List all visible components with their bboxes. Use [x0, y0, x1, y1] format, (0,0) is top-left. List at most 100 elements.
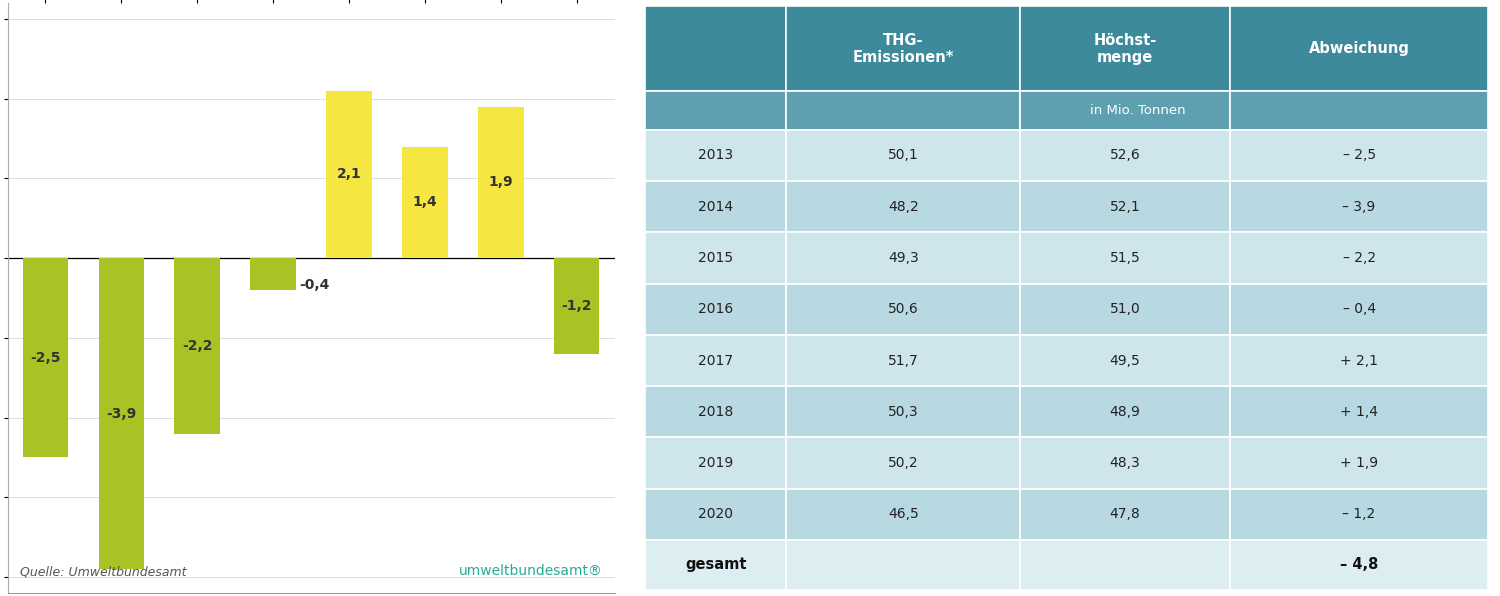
- Bar: [1020, 437, 1230, 489]
- Bar: [1230, 386, 1488, 437]
- Bar: [1020, 284, 1230, 335]
- Bar: [402, 147, 447, 258]
- Bar: [645, 181, 786, 232]
- Text: + 2,1: + 2,1: [1340, 353, 1378, 368]
- Bar: [1230, 181, 1488, 232]
- Bar: [786, 92, 1020, 130]
- Text: Abweichung: Abweichung: [1308, 41, 1410, 56]
- Bar: [1230, 437, 1488, 489]
- Text: Quelle: Umweltbundesamt: Quelle: Umweltbundesamt: [20, 565, 186, 578]
- Bar: [1230, 6, 1488, 92]
- Bar: [1020, 181, 1230, 232]
- Bar: [327, 91, 372, 258]
- Bar: [645, 232, 786, 284]
- Text: gesamt: gesamt: [686, 557, 747, 573]
- Text: 2016: 2016: [698, 302, 734, 316]
- Text: 51,5: 51,5: [1110, 251, 1140, 265]
- Bar: [1020, 130, 1230, 181]
- Text: – 2,2: – 2,2: [1342, 251, 1376, 265]
- Text: 2020: 2020: [699, 507, 734, 522]
- Bar: [1230, 489, 1488, 540]
- Bar: [786, 437, 1020, 489]
- Bar: [786, 335, 1020, 386]
- Bar: [1020, 335, 1230, 386]
- Text: -1,2: -1,2: [561, 299, 592, 313]
- Bar: [1230, 540, 1488, 590]
- Text: + 1,4: + 1,4: [1340, 405, 1378, 419]
- Bar: [1230, 232, 1488, 284]
- Bar: [1020, 92, 1230, 130]
- Text: in Mio. Tonnen: in Mio. Tonnen: [1089, 104, 1185, 117]
- Bar: [1230, 284, 1488, 335]
- Bar: [645, 92, 786, 130]
- Bar: [554, 258, 600, 354]
- Bar: [786, 284, 1020, 335]
- Text: – 0,4: – 0,4: [1342, 302, 1376, 316]
- Bar: [478, 107, 524, 258]
- Text: -2,2: -2,2: [182, 339, 213, 353]
- Text: 47,8: 47,8: [1110, 507, 1140, 522]
- Bar: [786, 232, 1020, 284]
- Bar: [786, 130, 1020, 181]
- Text: – 3,9: – 3,9: [1342, 200, 1376, 214]
- Bar: [645, 335, 786, 386]
- Text: 50,1: 50,1: [888, 148, 920, 163]
- Bar: [99, 258, 144, 569]
- Text: -3,9: -3,9: [106, 406, 136, 421]
- Text: – 2,5: – 2,5: [1342, 148, 1376, 163]
- Text: 2014: 2014: [699, 200, 734, 214]
- Text: 2019: 2019: [698, 456, 734, 470]
- Bar: [786, 489, 1020, 540]
- Bar: [1230, 92, 1488, 130]
- Bar: [1230, 130, 1488, 181]
- Text: 52,6: 52,6: [1110, 148, 1140, 163]
- Text: 1,4: 1,4: [413, 195, 438, 209]
- Bar: [645, 284, 786, 335]
- Text: 2017: 2017: [699, 353, 734, 368]
- Bar: [645, 540, 786, 590]
- Text: 2013: 2013: [699, 148, 734, 163]
- Text: 50,3: 50,3: [888, 405, 920, 419]
- Text: 49,3: 49,3: [888, 251, 920, 265]
- Bar: [645, 489, 786, 540]
- Text: 51,0: 51,0: [1110, 302, 1140, 316]
- Text: 48,3: 48,3: [1110, 456, 1140, 470]
- Text: 51,7: 51,7: [888, 353, 920, 368]
- Text: 1,9: 1,9: [489, 175, 513, 190]
- Text: 52,1: 52,1: [1110, 200, 1140, 214]
- Text: + 1,9: + 1,9: [1340, 456, 1378, 470]
- Bar: [1020, 386, 1230, 437]
- Text: – 4,8: – 4,8: [1340, 557, 1378, 573]
- Text: umweltbundesamt®: umweltbundesamt®: [459, 564, 603, 578]
- Bar: [1020, 6, 1230, 92]
- Text: 48,2: 48,2: [888, 200, 920, 214]
- Text: – 1,2: – 1,2: [1342, 507, 1376, 522]
- Bar: [786, 181, 1020, 232]
- Bar: [22, 258, 68, 458]
- Bar: [786, 6, 1020, 92]
- Bar: [645, 437, 786, 489]
- Bar: [786, 540, 1020, 590]
- Text: THG-
Emissionen*: THG- Emissionen*: [852, 33, 954, 65]
- Bar: [1230, 335, 1488, 386]
- Text: 2,1: 2,1: [336, 167, 362, 181]
- Bar: [645, 386, 786, 437]
- Bar: [645, 6, 786, 92]
- Bar: [174, 258, 220, 433]
- Text: -0,4: -0,4: [300, 278, 330, 292]
- Bar: [251, 258, 296, 290]
- Text: 2015: 2015: [699, 251, 734, 265]
- Bar: [645, 130, 786, 181]
- Text: 48,9: 48,9: [1110, 405, 1140, 419]
- Text: 46,5: 46,5: [888, 507, 920, 522]
- Bar: [1020, 232, 1230, 284]
- Text: Höchst-
menge: Höchst- menge: [1094, 33, 1156, 65]
- Text: 50,6: 50,6: [888, 302, 920, 316]
- Bar: [786, 386, 1020, 437]
- Text: 50,2: 50,2: [888, 456, 920, 470]
- Text: 49,5: 49,5: [1110, 353, 1140, 368]
- Text: 2018: 2018: [698, 405, 734, 419]
- Bar: [1020, 489, 1230, 540]
- Bar: [1020, 540, 1230, 590]
- Text: -2,5: -2,5: [30, 351, 60, 365]
